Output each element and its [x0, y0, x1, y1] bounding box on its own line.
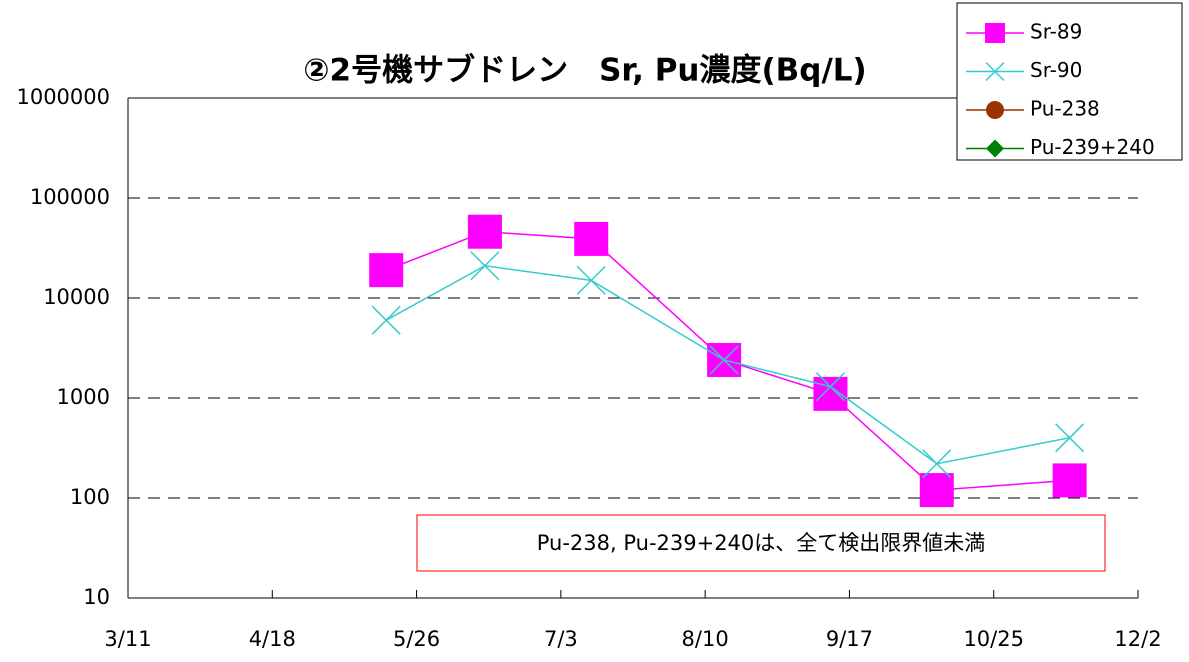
y-tick-label: 10 [83, 585, 110, 609]
marker [369, 253, 404, 288]
y-tick-label: 10000 [43, 285, 110, 309]
marker [1055, 423, 1085, 453]
y-tick-label: 100000 [30, 185, 110, 209]
x-tick-label: 3/11 [104, 627, 151, 651]
x-tick-label: 9/17 [826, 627, 873, 651]
legend-label: Sr-89 [1030, 20, 1082, 44]
annotation-box [416, 514, 1106, 572]
x-tick-label: 7/3 [544, 627, 578, 651]
chart-title: ②2号機サブドレン Sr, Pu濃度(Bq/L) [303, 53, 866, 89]
x-tick-label: 12/2 [1114, 627, 1161, 651]
marker [371, 305, 401, 335]
marker [467, 214, 502, 249]
marker [574, 221, 609, 256]
legend-label: Pu-239+240 [1030, 135, 1155, 159]
marker [986, 139, 1004, 158]
marker [985, 61, 1005, 82]
y-tick-label: 100 [70, 485, 110, 509]
x-tick-label: 5/26 [393, 627, 440, 651]
legend-label: Sr-90 [1030, 58, 1082, 82]
x-tick-label: 10/25 [963, 627, 1024, 651]
marker [922, 449, 952, 479]
x-tick-label: 4/18 [249, 627, 296, 651]
marker [815, 372, 845, 402]
marker [709, 345, 739, 375]
marker [1052, 463, 1087, 498]
marker [986, 101, 1004, 119]
marker [985, 23, 1005, 43]
y-tick-label: 1000 [57, 385, 110, 409]
legend-label: Pu-238 [1030, 97, 1100, 121]
marker [813, 376, 848, 411]
y-tick-label: 1000000 [16, 85, 110, 109]
marker [576, 265, 606, 295]
annotation: Pu-238, Pu-239+240は、全て検出限界値未満 [537, 531, 986, 555]
x-tick-label: 8/10 [682, 627, 729, 651]
marker [470, 251, 500, 281]
marker [919, 473, 954, 508]
